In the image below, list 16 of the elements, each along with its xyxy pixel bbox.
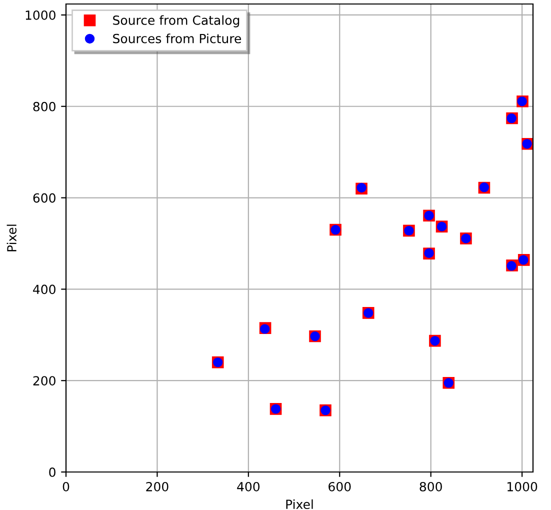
y-tick-label: 600 [33, 193, 56, 203]
x-tick-label: 800 [420, 482, 442, 492]
x-tick-label: 0 [62, 482, 70, 492]
y-tick-label: 1000 [26, 10, 56, 20]
y-tick-label: 400 [33, 284, 56, 294]
x-tick-label: 1000 [508, 482, 538, 492]
legend-label: Sources from Picture [113, 34, 242, 44]
x-tick-label: 600 [328, 482, 351, 492]
y-axis-title: Pixel [6, 224, 16, 252]
y-tick-label: 800 [33, 102, 56, 112]
x-axis-title: Pixel [286, 499, 313, 510]
y-tick-label: 0 [49, 467, 56, 477]
legend-label: Source from Catalog [113, 15, 240, 28]
y-tick-label: 200 [33, 376, 56, 386]
x-tick-label: 400 [237, 482, 260, 492]
x-tick-label: 200 [146, 482, 168, 492]
